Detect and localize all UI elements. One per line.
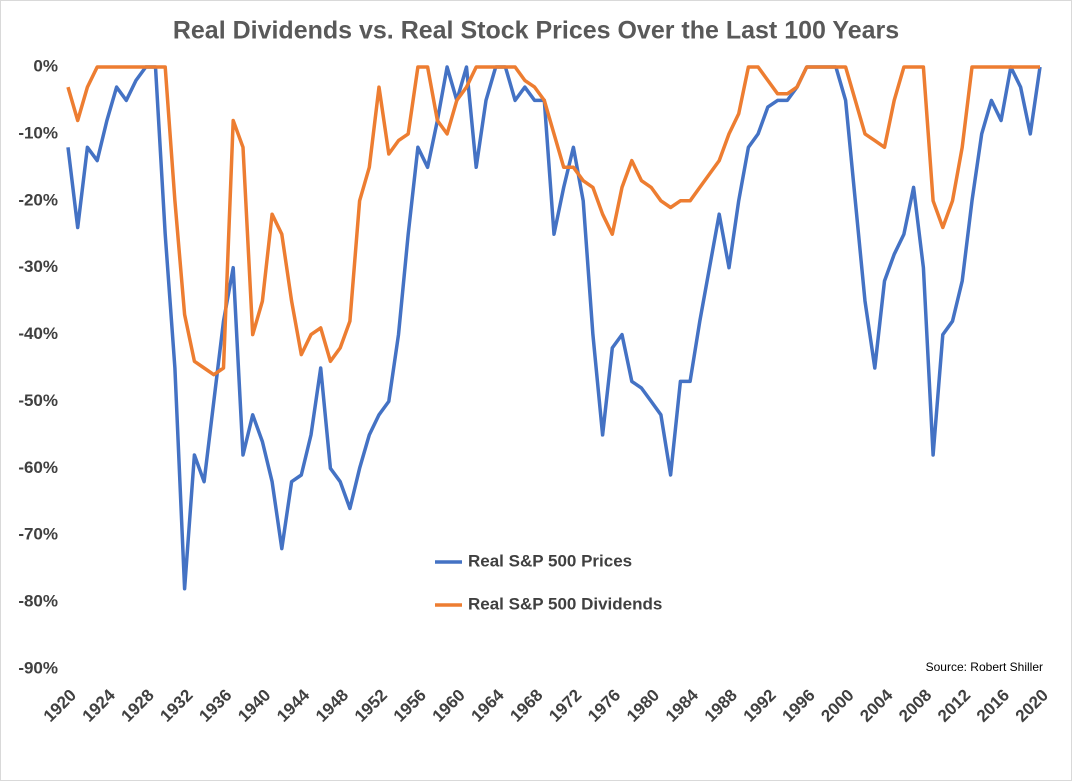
y-tick-label: -90% [18,658,58,677]
series-line [66,65,1042,591]
series-line [66,65,1040,377]
legend-label: Real S&P 500 Dividends [468,594,662,613]
y-tick-label: -60% [18,458,58,477]
y-tick-label: -10% [18,123,58,142]
y-tick-label: -30% [18,257,58,276]
source-note: Source: Robert Shiller [926,660,1043,674]
y-tick-label: -20% [18,190,58,209]
y-tick-label: -40% [18,324,58,343]
chart-title: Real Dividends vs. Real Stock Prices Ove… [173,17,899,45]
y-tick-label: -80% [18,592,58,611]
y-tick-label: 0% [33,56,58,75]
y-tick-label: -70% [18,525,58,544]
y-tick-label: -50% [18,391,58,410]
legend-label: Real S&P 500 Prices [468,551,632,570]
